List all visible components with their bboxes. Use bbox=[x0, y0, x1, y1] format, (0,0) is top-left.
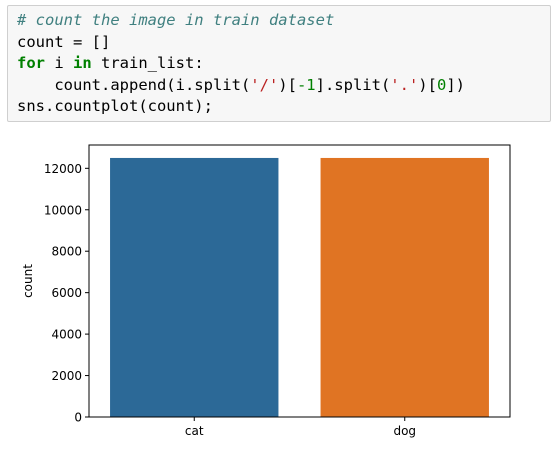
y-tick-label: 10000 bbox=[44, 203, 82, 217]
keyword-in: in bbox=[73, 54, 92, 72]
code-line-2: count = [] bbox=[17, 32, 465, 54]
code-token: count bbox=[17, 32, 64, 51]
code-token: i bbox=[45, 54, 73, 72]
code-token: ].split( bbox=[315, 75, 391, 94]
code-comment: # count the image in train dataset bbox=[17, 11, 335, 29]
y-tick-label: 8000 bbox=[51, 245, 82, 259]
code-token: ]) bbox=[446, 75, 465, 94]
y-tick-label: 4000 bbox=[51, 328, 82, 342]
string-literal: '/' bbox=[250, 75, 279, 94]
code-line-4: count.append(i.split('/')[-1].split('.')… bbox=[17, 75, 465, 97]
code-editor[interactable]: # count the image in train dataset count … bbox=[17, 10, 465, 118]
output-area: cat dog 0 2000 4000 6000 8000 10000 12000 count bbox=[0, 128, 559, 453]
y-tick-label: 0 bbox=[74, 411, 82, 425]
code-token: [] bbox=[91, 32, 111, 51]
code-token: )[ bbox=[278, 75, 297, 94]
countplot-chart: cat dog 0 2000 4000 6000 8000 10000 12000 count bbox=[21, 144, 511, 438]
y-tick-label: 6000 bbox=[51, 286, 82, 300]
keyword-for: for bbox=[17, 54, 45, 72]
y-tick-label: 12000 bbox=[44, 162, 82, 176]
code-token: )[ bbox=[418, 75, 437, 94]
code-token: train_list: bbox=[91, 54, 204, 72]
number-literal: -1 bbox=[296, 75, 316, 94]
x-tick-label: cat bbox=[185, 424, 204, 438]
string-literal: '.' bbox=[390, 75, 419, 94]
code-line-3: for i in train_list: bbox=[17, 53, 465, 75]
bar-cat bbox=[110, 157, 279, 417]
y-axis-label: count bbox=[21, 264, 35, 298]
x-tick-label: dog bbox=[393, 424, 416, 438]
code-line-5: sns.countplot(count); bbox=[17, 97, 213, 115]
code-token: = bbox=[63, 32, 92, 51]
number-literal: 0 bbox=[436, 75, 447, 94]
bar-dog bbox=[320, 157, 489, 417]
y-tick-label: 2000 bbox=[51, 369, 82, 383]
code-cell[interactable]: # count the image in train dataset count … bbox=[7, 5, 551, 122]
code-token: count.append(i.split( bbox=[54, 75, 251, 94]
plot-frame bbox=[88, 144, 511, 418]
code-token bbox=[17, 76, 54, 94]
